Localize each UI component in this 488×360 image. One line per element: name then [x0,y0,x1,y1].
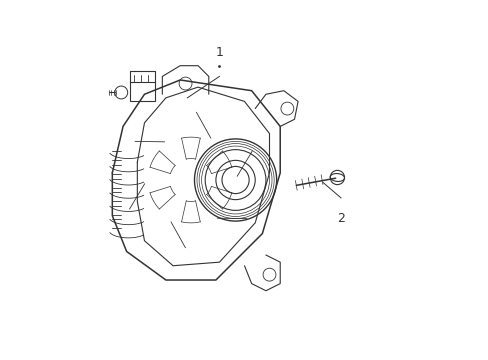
Text: 2: 2 [336,212,344,225]
Text: 1: 1 [215,46,223,59]
Bar [130,82,155,102]
